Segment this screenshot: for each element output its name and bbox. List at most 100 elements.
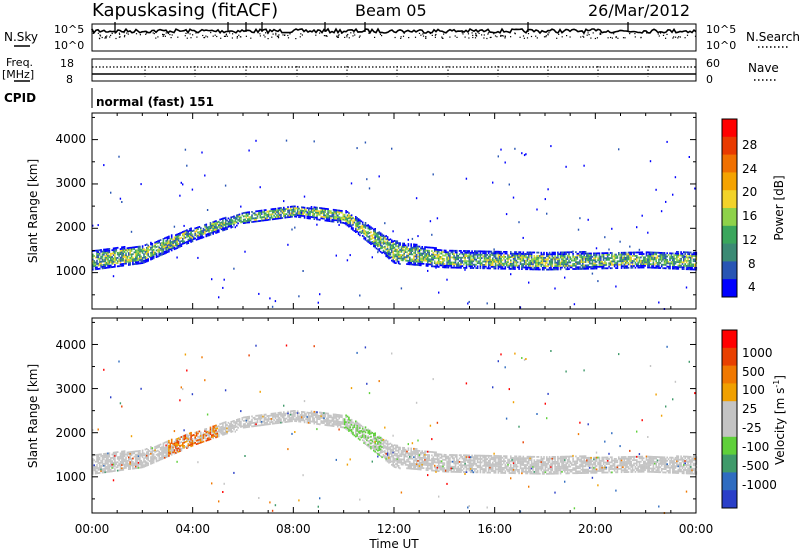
power-cell bbox=[130, 258, 133, 261]
power-cell bbox=[249, 216, 252, 218]
power-cell bbox=[446, 251, 448, 254]
velocity-cell bbox=[292, 411, 295, 414]
power-cell bbox=[330, 217, 332, 219]
velocity-cell bbox=[169, 447, 172, 450]
velocity-cell bbox=[190, 435, 192, 438]
power-cell bbox=[93, 255, 95, 257]
nsky-dot bbox=[665, 37, 667, 39]
power-noise bbox=[183, 224, 185, 227]
power-cell bbox=[636, 263, 638, 266]
power-cell bbox=[223, 222, 226, 225]
power-cell bbox=[680, 254, 682, 257]
power-cell bbox=[247, 211, 249, 214]
power-cell bbox=[177, 238, 180, 240]
velocity-cell bbox=[291, 410, 293, 412]
velocity-cell bbox=[216, 435, 219, 438]
velocity-noise bbox=[206, 413, 209, 416]
power-cell bbox=[212, 227, 214, 230]
power-cell bbox=[418, 257, 421, 260]
power-cell bbox=[411, 250, 414, 252]
power-noise bbox=[638, 248, 641, 251]
power-cell bbox=[667, 254, 670, 256]
power-cell bbox=[237, 215, 239, 218]
power-cell bbox=[678, 259, 681, 262]
power-cell bbox=[176, 245, 178, 248]
velocity-cell bbox=[108, 470, 111, 473]
power-cell bbox=[525, 259, 527, 262]
power-cell bbox=[105, 261, 108, 264]
power-cell bbox=[256, 217, 259, 219]
power-cell bbox=[177, 236, 180, 239]
power-cell bbox=[512, 263, 515, 265]
power-cell bbox=[590, 259, 592, 262]
power-cell bbox=[519, 263, 522, 265]
power-cell bbox=[532, 265, 534, 267]
power-cell bbox=[345, 218, 347, 221]
power-cell bbox=[569, 264, 572, 267]
velocity-cell bbox=[150, 451, 152, 453]
power-cell bbox=[518, 258, 520, 260]
power-cell bbox=[179, 242, 181, 245]
power-cell bbox=[649, 266, 652, 269]
power-cell bbox=[544, 258, 547, 261]
power-cell bbox=[223, 227, 226, 230]
power-cell bbox=[220, 226, 223, 229]
power-cell bbox=[569, 251, 572, 254]
power-cell bbox=[678, 261, 681, 263]
power-cell bbox=[435, 264, 437, 266]
power-cell bbox=[616, 267, 619, 269]
power-cell bbox=[492, 262, 494, 265]
velocity-cell bbox=[313, 412, 316, 415]
power-cell bbox=[489, 260, 491, 263]
velocity-cell bbox=[148, 460, 151, 462]
power-cell bbox=[389, 251, 392, 254]
power-cell bbox=[685, 251, 688, 254]
power-cell bbox=[139, 247, 141, 250]
power-cell bbox=[637, 261, 639, 264]
power-cell bbox=[492, 257, 494, 260]
power-cell bbox=[158, 248, 160, 250]
power-cell bbox=[361, 223, 364, 225]
power-cell bbox=[606, 267, 609, 270]
power-cell bbox=[669, 264, 671, 266]
velocity-cell bbox=[173, 440, 176, 443]
power-cell bbox=[626, 253, 628, 256]
velocity-cell bbox=[101, 461, 104, 464]
velocity-cell bbox=[319, 416, 321, 419]
velocity-cell bbox=[291, 420, 293, 423]
power-cell bbox=[355, 222, 357, 225]
velocity-cell bbox=[247, 416, 249, 418]
power-cell bbox=[314, 209, 317, 212]
velocity-cell bbox=[175, 447, 177, 449]
power-cell bbox=[681, 252, 684, 255]
power-cell bbox=[616, 262, 619, 264]
power-cell bbox=[260, 213, 263, 215]
power-cell bbox=[652, 258, 655, 261]
velocity-cell bbox=[101, 463, 104, 466]
velocity-cell bbox=[213, 430, 216, 432]
velocity-cell bbox=[128, 464, 130, 467]
power-cell bbox=[288, 209, 291, 212]
velocity-cell bbox=[280, 421, 282, 424]
power-cell bbox=[620, 265, 623, 268]
power-cell bbox=[487, 252, 490, 255]
power-cell bbox=[637, 266, 639, 269]
power-noise bbox=[445, 265, 447, 268]
power-cell bbox=[352, 217, 354, 219]
power-cell bbox=[134, 256, 137, 259]
power-cell bbox=[359, 227, 361, 230]
power-cell bbox=[350, 217, 353, 220]
power-cell bbox=[316, 210, 318, 212]
power-cell bbox=[547, 258, 549, 261]
power-cell bbox=[154, 241, 156, 244]
power-cell bbox=[402, 254, 404, 257]
power-cell bbox=[137, 252, 140, 255]
nsky-dot bbox=[622, 37, 625, 39]
power-cell bbox=[633, 255, 635, 257]
power-cell bbox=[227, 217, 230, 220]
power-cell bbox=[144, 257, 147, 260]
power-cell bbox=[526, 253, 529, 255]
power-cell bbox=[483, 255, 486, 258]
power-cell bbox=[590, 262, 592, 265]
power-cell bbox=[271, 208, 274, 210]
